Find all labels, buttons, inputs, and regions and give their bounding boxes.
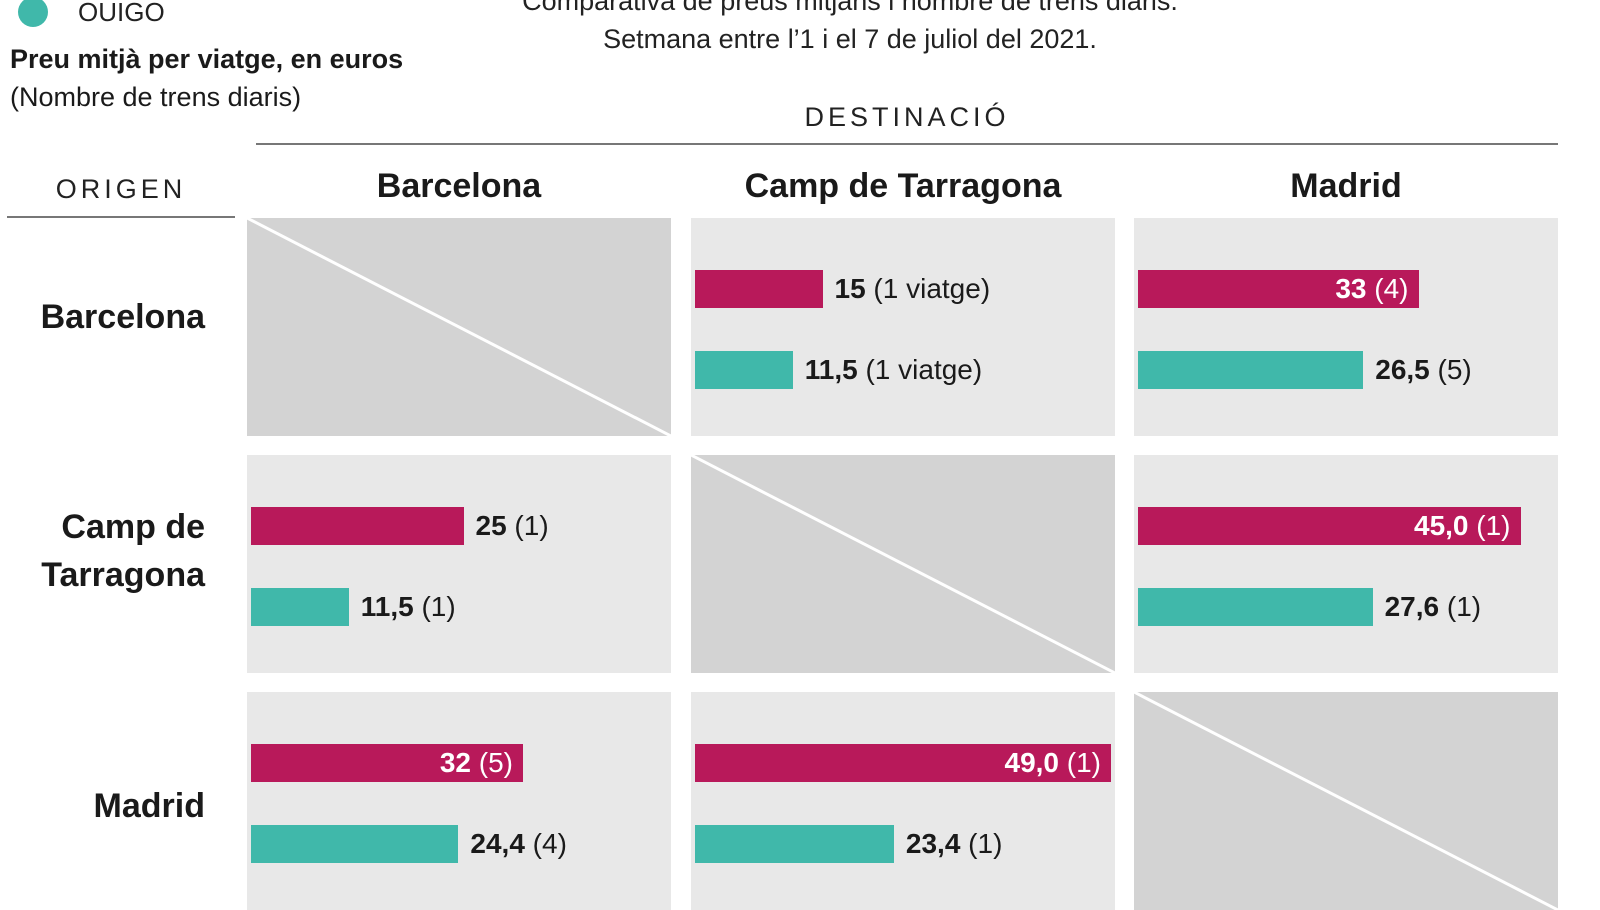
cell-madrid-to-camp-de-tarragona: 49,0 (1) 23,4 (1) <box>691 692 1115 910</box>
bar-renfe <box>1138 507 1521 545</box>
legend-swatch-ouigo <box>18 0 48 27</box>
bar-trains-label: (1) <box>1468 510 1511 541</box>
bar-trains-label: (1) <box>413 591 456 622</box>
cell-madrid-to-barcelona: 32 (5) 24,4 (4) <box>247 692 671 910</box>
bar-value-label: 25 <box>475 510 507 541</box>
bar-trains-label: (4) <box>524 828 567 859</box>
cell-madrid-to-madrid <box>1134 692 1558 910</box>
chart-subtitle: Comparativa de preus mitjans i nombre de… <box>450 0 1250 58</box>
bar-ouigo <box>695 825 894 863</box>
bar-trains-label: (1) <box>506 510 549 541</box>
bar-label-renfe: 25 (1) <box>476 507 549 545</box>
legend-item-ouigo: OUIGO <box>18 0 165 28</box>
col-header-barcelona: Barcelona <box>376 167 542 205</box>
bar-trains-label: (4) <box>1366 273 1409 304</box>
bar-value-label: 32 <box>439 747 471 778</box>
bar-value-label: 24,4 <box>470 828 525 859</box>
diagonal-empty-cell <box>691 455 1115 673</box>
bar-label-renfe: 33 (4) <box>1138 270 1409 308</box>
measure-title: Preu mitjà per viatge, en euros <box>10 44 404 74</box>
bar-ouigo <box>251 825 459 863</box>
row-header-camp-de-tarragona: Camp de Tarragona <box>41 508 205 594</box>
bar-value-label: 33 <box>1335 273 1367 304</box>
subtitle-line-2: Setmana entre l’1 i el 7 de juliol del 2… <box>603 24 1097 54</box>
bar-trains-label: (1 viatge) <box>865 273 991 304</box>
bar-label-ouigo: 23,4 (1) <box>906 825 1003 863</box>
bar-label-ouigo: 27,6 (1) <box>1385 588 1482 626</box>
diagonal-line <box>691 455 1115 673</box>
bar-value-label: 26,5 <box>1375 354 1430 385</box>
bar-value-label: 23,4 <box>905 828 961 859</box>
legend-label-ouigo: OUIGO <box>78 0 165 27</box>
bar-trains-label: (1 viatge) <box>857 354 983 385</box>
bar-ouigo <box>1138 351 1364 389</box>
cell-camp-de-tarragona-to-camp-de-tarragona <box>691 455 1115 673</box>
cell-barcelona-to-camp-de-tarragona: 15 (1 viatge) 11,5 (1 viatge) <box>691 218 1115 436</box>
cell-barcelona-to-barcelona <box>247 218 671 436</box>
col-header-camp-de-tarragona: Camp de Tarragona <box>744 167 1062 205</box>
bar-value-label: 15 <box>834 273 866 304</box>
diagonal-empty-cell <box>1134 692 1558 910</box>
bar-renfe <box>695 270 823 308</box>
col-header-madrid: Madrid <box>1290 167 1402 205</box>
bar-renfe <box>695 744 1111 782</box>
origin-axis-label: ORIGEN <box>55 174 187 204</box>
diagonal-empty-cell <box>247 218 671 436</box>
bar-trains-label: (1) <box>1439 591 1482 622</box>
row-header-barcelona: Barcelona <box>40 298 205 336</box>
bar-trains-label: (1) <box>1059 747 1101 778</box>
row-header-madrid: Madrid <box>93 787 205 825</box>
bar-label-renfe: 45,0 (1) <box>1138 507 1511 545</box>
bar-value-label: 49,0 <box>1004 747 1060 778</box>
bar-value-label: 11,5 <box>360 591 414 622</box>
bar-label-ouigo: 11,5 (1) <box>361 588 456 626</box>
cell-camp-de-tarragona-to-barcelona: 25 (1) 11,5 (1) <box>247 455 671 673</box>
bar-label-ouigo: 24,4 (4) <box>470 825 567 863</box>
origin-rule <box>7 216 235 218</box>
diagonal-line <box>1134 692 1558 910</box>
bar-value-label: 45,0 <box>1414 510 1469 541</box>
bar-label-ouigo: 26,5 (5) <box>1375 351 1472 389</box>
diagonal-line <box>247 218 671 436</box>
measure-subtitle: (Nombre de trens diaris) <box>10 82 302 112</box>
subtitle-line-1: Comparativa de preus mitjans i nombre de… <box>522 0 1178 16</box>
bar-label-renfe: 49,0 (1) <box>695 744 1102 782</box>
destination-axis-label: DESTINACIÓ <box>804 102 1010 132</box>
bar-ouigo <box>251 588 349 626</box>
bar-value-label: 27,6 <box>1384 591 1440 622</box>
bar-label-renfe: 32 (5) <box>251 744 513 782</box>
cell-camp-de-tarragona-to-madrid: 45,0 (1) 27,6 (1) <box>1134 455 1558 673</box>
bar-label-renfe: 15 (1 viatge) <box>835 270 991 308</box>
destination-rule <box>256 143 1558 145</box>
bar-ouigo <box>1138 588 1373 626</box>
bar-renfe <box>251 744 523 782</box>
bar-value-label: 11,5 <box>804 354 858 385</box>
bar-trains-label: (5) <box>471 747 513 778</box>
bar-renfe <box>251 507 464 545</box>
bar-ouigo <box>695 351 793 389</box>
bar-renfe <box>1138 270 1419 308</box>
bar-trains-label: (5) <box>1429 354 1472 385</box>
bar-label-ouigo: 11,5 (1 viatge) <box>805 351 982 389</box>
cell-barcelona-to-madrid: 33 (4) 26,5 (5) <box>1134 218 1558 436</box>
bar-trains-label: (1) <box>960 828 1003 859</box>
